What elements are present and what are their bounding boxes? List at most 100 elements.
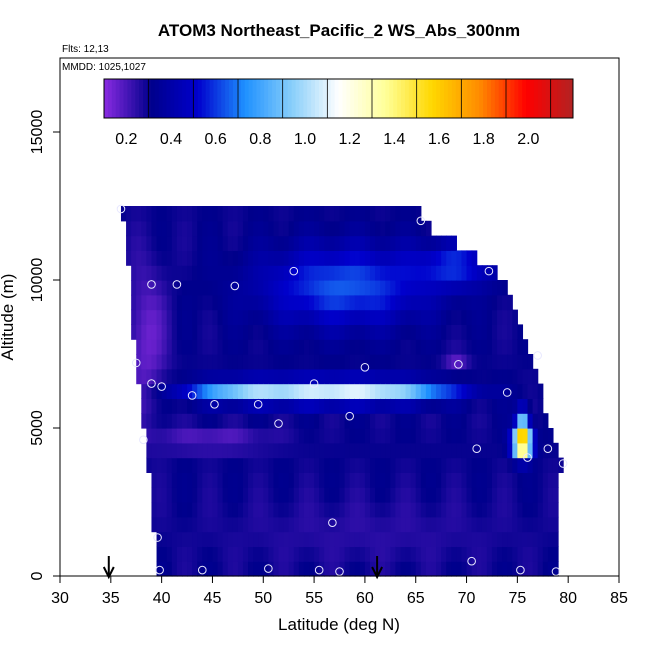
heatmap-cell bbox=[181, 368, 188, 385]
heatmap-cell bbox=[395, 502, 402, 518]
heatmap-cell bbox=[187, 502, 193, 518]
heatmap-cell bbox=[278, 324, 285, 340]
heatmap-cell bbox=[497, 428, 503, 444]
heatmap-cell bbox=[405, 457, 412, 473]
heatmap-cell bbox=[471, 413, 478, 429]
heatmap-cell bbox=[369, 413, 376, 429]
y-tick-label: 10000 bbox=[29, 258, 46, 303]
heatmap-cell bbox=[369, 472, 376, 488]
heatmap-cell bbox=[253, 546, 259, 562]
heatmap-cell bbox=[166, 531, 173, 547]
heatmap-cell bbox=[410, 428, 417, 444]
heatmap-cell bbox=[349, 457, 356, 473]
sample-point bbox=[264, 564, 273, 573]
heatmap-cell bbox=[359, 561, 366, 577]
heatmap-cell bbox=[181, 250, 188, 266]
heatmap-cell bbox=[319, 531, 325, 547]
heatmap-cell bbox=[253, 472, 259, 488]
heatmap-cell bbox=[227, 398, 234, 414]
heatmap-cell bbox=[385, 383, 391, 399]
heatmap-cell bbox=[395, 250, 402, 266]
heatmap-cell bbox=[217, 294, 224, 311]
heatmap-cell bbox=[288, 398, 295, 414]
sample-point bbox=[533, 351, 542, 360]
heatmap-cell bbox=[476, 324, 483, 340]
heatmap-cell bbox=[354, 442, 361, 459]
heatmap-cell bbox=[369, 502, 376, 518]
heatmap-cell bbox=[187, 280, 193, 296]
heatmap-cell bbox=[248, 294, 254, 311]
heatmap-cell bbox=[446, 324, 452, 340]
heatmap-cell bbox=[232, 354, 239, 370]
heatmap-cell bbox=[156, 280, 163, 296]
heatmap-cell bbox=[303, 516, 310, 533]
heatmap-cell bbox=[202, 206, 208, 222]
heatmap-cell bbox=[253, 561, 259, 577]
heatmap-cell bbox=[430, 235, 437, 251]
heatmap-cell bbox=[212, 368, 219, 385]
heatmap-cell bbox=[248, 472, 254, 488]
heatmap-cell bbox=[415, 383, 422, 399]
heatmap-cell bbox=[532, 383, 539, 399]
colorbar-segment bbox=[428, 79, 433, 118]
heatmap-cell bbox=[293, 428, 300, 444]
heatmap-cell bbox=[507, 531, 513, 547]
x-axis-label: Latitude (deg N) bbox=[278, 615, 400, 634]
heatmap-cell bbox=[522, 472, 529, 488]
heatmap-cell bbox=[166, 398, 173, 414]
colorbar-segment bbox=[401, 79, 406, 118]
heatmap-cell bbox=[441, 413, 447, 429]
heatmap-cell bbox=[390, 265, 396, 281]
heatmap-cell bbox=[441, 339, 447, 355]
sample-point bbox=[289, 266, 299, 276]
colorbar-segment bbox=[260, 79, 265, 118]
heatmap-cell bbox=[410, 324, 417, 340]
heatmap-cell bbox=[512, 428, 518, 444]
heatmap-cell bbox=[446, 309, 452, 325]
heatmap-cell bbox=[364, 354, 371, 370]
heatmap-cell bbox=[354, 206, 361, 222]
heatmap-cell bbox=[425, 294, 432, 311]
heatmap-cell bbox=[354, 265, 361, 281]
heatmap-cell bbox=[258, 457, 264, 473]
heatmap-cell bbox=[222, 339, 229, 355]
heatmap-cell bbox=[359, 220, 366, 237]
heatmap-cell bbox=[192, 472, 198, 488]
heatmap-cell bbox=[237, 309, 244, 325]
heatmap-cell bbox=[319, 428, 325, 444]
heatmap-cell bbox=[217, 561, 224, 577]
heatmap-cell bbox=[192, 368, 198, 385]
heatmap-cell bbox=[410, 339, 417, 355]
heatmap-cell bbox=[456, 516, 463, 533]
heatmap-cell bbox=[319, 487, 325, 503]
heatmap-cell bbox=[202, 516, 208, 533]
heatmap-cell bbox=[166, 265, 173, 281]
heatmap-cell bbox=[339, 280, 346, 296]
heatmap-cell bbox=[314, 472, 320, 488]
colorbar-tick-label: 1.6 bbox=[428, 131, 450, 148]
heatmap-cell bbox=[385, 561, 391, 577]
heatmap-cell bbox=[314, 457, 320, 473]
heatmap-cell bbox=[481, 487, 488, 503]
heatmap-cell bbox=[324, 428, 330, 444]
heatmap-cell bbox=[222, 206, 229, 222]
heatmap-cell bbox=[248, 220, 254, 237]
heatmap-cell bbox=[156, 472, 163, 488]
heatmap-cell bbox=[461, 294, 468, 311]
colorbar-segment bbox=[264, 79, 269, 118]
heatmap-cell bbox=[359, 457, 366, 473]
colorbar-segment bbox=[279, 79, 285, 118]
heatmap-cell bbox=[395, 383, 402, 399]
heatmap-cell bbox=[471, 531, 478, 547]
heatmap-cell bbox=[430, 413, 437, 429]
heatmap-cell bbox=[502, 561, 508, 577]
heatmap-cell bbox=[359, 354, 366, 370]
heatmap-cell bbox=[278, 220, 285, 237]
chart-title: ATOM3 Northeast_Pacific_2 WS_Abs_300nm bbox=[158, 21, 520, 40]
heatmap-cell bbox=[171, 442, 178, 459]
heatmap-cell bbox=[339, 250, 346, 266]
heatmap-cell bbox=[187, 442, 193, 459]
colorbar-segment bbox=[350, 79, 355, 118]
heatmap-cell bbox=[166, 472, 173, 488]
heatmap-cell bbox=[319, 413, 325, 429]
